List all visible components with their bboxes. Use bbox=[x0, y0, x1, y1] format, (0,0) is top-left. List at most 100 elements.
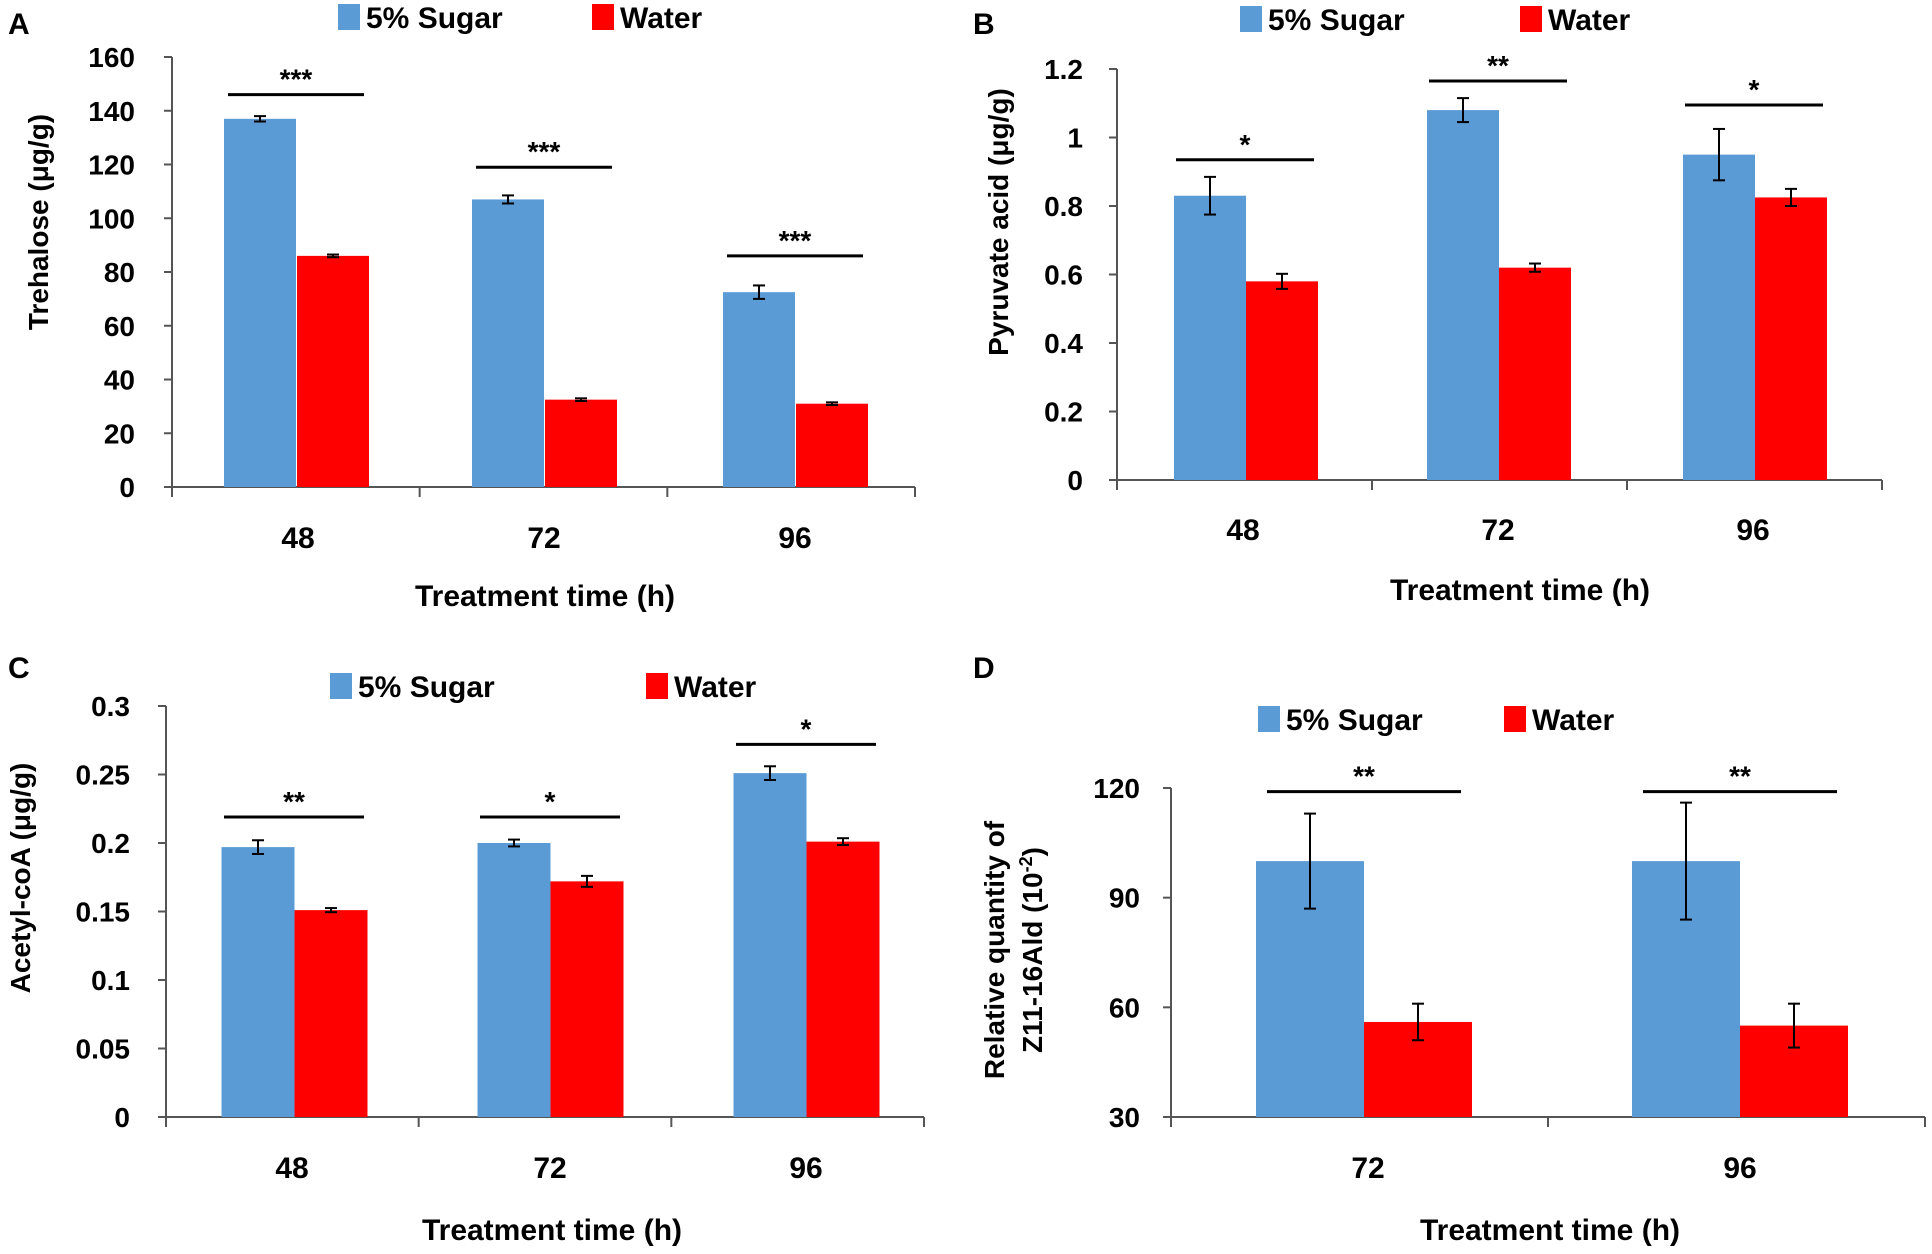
y-tick-label: 0 bbox=[114, 1102, 130, 1133]
legend-label-sugar: 5% Sugar bbox=[366, 2, 503, 35]
x-tick-label: 72 bbox=[1351, 1152, 1384, 1185]
legend-swatch-water bbox=[1504, 706, 1526, 732]
plot-area-b: 00.20.40.60.811.2**** bbox=[1044, 50, 1883, 496]
legend-label-water: Water bbox=[620, 2, 703, 35]
panel-label-c: C bbox=[8, 652, 30, 685]
x-axis-title: Treatment time (h) bbox=[415, 580, 675, 613]
significance-stars: *** bbox=[280, 64, 313, 95]
y-tick-label: 120 bbox=[88, 150, 135, 181]
y-tick-label: 60 bbox=[1109, 992, 1140, 1023]
panel-label-a: A bbox=[8, 8, 30, 41]
legend-swatch-sugar bbox=[1258, 706, 1280, 732]
y-tick-label: 100 bbox=[88, 203, 135, 234]
bar-sugar bbox=[1683, 154, 1755, 480]
y-tick-label: 0.25 bbox=[76, 760, 131, 791]
panel-label-b: B bbox=[973, 8, 995, 41]
y-tick-label: 1.2 bbox=[1044, 54, 1083, 85]
panel-c: C 5% Sugar Water Acetyl-coA (μg/g) Treat… bbox=[5, 652, 925, 1247]
y-tick-label: 0.4 bbox=[1044, 328, 1083, 359]
y-tick-label: 0.2 bbox=[1044, 397, 1083, 428]
legend-label-water: Water bbox=[1532, 704, 1615, 737]
y-tick-label: 0 bbox=[119, 472, 135, 503]
x-tick-label: 72 bbox=[1481, 514, 1514, 547]
panel-a: A 5% Sugar Water Trehalose (μg/g) Treatm… bbox=[8, 2, 916, 613]
y-tick-label: 90 bbox=[1109, 883, 1140, 914]
bar-water bbox=[806, 841, 880, 1117]
plot-area-c: 00.050.10.150.20.250.3** ** bbox=[76, 691, 925, 1133]
y-tick-label: 80 bbox=[104, 257, 135, 288]
y-tick-label: 0.3 bbox=[91, 691, 130, 722]
x-axis-title: Treatment time (h) bbox=[422, 1214, 682, 1247]
panel-label-d: D bbox=[973, 652, 995, 685]
y-tick-label: 0.2 bbox=[91, 828, 130, 859]
y-tick-label: 0 bbox=[1067, 465, 1083, 496]
y-tick-label: 40 bbox=[104, 365, 135, 396]
bar-sugar bbox=[733, 773, 807, 1117]
bar-sugar bbox=[224, 118, 296, 487]
bar-water bbox=[294, 910, 368, 1117]
significance-stars: ** bbox=[283, 786, 305, 817]
y-tick-label: 30 bbox=[1109, 1102, 1140, 1133]
y-axis-title: Acetyl-coA (μg/g) bbox=[5, 763, 36, 994]
x-axis-title: Treatment time (h) bbox=[1420, 1214, 1680, 1247]
significance-stars: *** bbox=[779, 225, 812, 256]
plot-area-d: 30 60 90 120 ** ** bbox=[1093, 761, 1926, 1133]
y-axis-title-line1: Relative quantity of bbox=[979, 820, 1010, 1079]
y-tick-label: 140 bbox=[88, 96, 135, 127]
bar-sugar bbox=[477, 843, 551, 1117]
y-axis-title: Trehalose (μg/g) bbox=[23, 114, 54, 330]
y-tick-label: 0.15 bbox=[76, 897, 131, 928]
panel-d: D 5% Sugar Water Relative quantity of Z1… bbox=[973, 652, 1926, 1247]
legend-swatch-water bbox=[592, 4, 614, 30]
bar-water bbox=[550, 881, 624, 1117]
legend-label-sugar: 5% Sugar bbox=[1268, 4, 1405, 37]
y-axis-title-superscript: -2 bbox=[1016, 856, 1036, 872]
bar-water bbox=[1755, 197, 1827, 480]
plot-area-a: 0 20 40 60 80 100 120 140 160 *** *** *** bbox=[88, 42, 916, 503]
bar-sugar bbox=[1427, 110, 1499, 480]
bar-sugar bbox=[221, 847, 295, 1117]
y-tick-label: 160 bbox=[88, 42, 135, 73]
x-tick-label: 48 bbox=[275, 1152, 308, 1185]
legend-label-water: Water bbox=[1548, 4, 1631, 37]
significance-stars: ** bbox=[1487, 50, 1509, 81]
y-axis-title: Pyruvate acid (μg/g) bbox=[983, 88, 1014, 356]
x-axis-title: Treatment time (h) bbox=[1390, 574, 1650, 607]
significance-stars: * bbox=[1240, 129, 1251, 160]
x-tick-label: 96 bbox=[1723, 1152, 1756, 1185]
significance-stars: *** bbox=[528, 136, 561, 167]
legend-swatch-sugar bbox=[330, 673, 352, 699]
legend-label-sugar: 5% Sugar bbox=[358, 671, 495, 704]
bar-sugar bbox=[1174, 195, 1246, 480]
significance-stars: ** bbox=[1353, 761, 1375, 792]
legend-swatch-sugar bbox=[338, 4, 360, 30]
significance-stars: * bbox=[545, 786, 556, 817]
significance-stars: * bbox=[801, 713, 812, 744]
x-tick-label: 72 bbox=[533, 1152, 566, 1185]
x-tick-label: 96 bbox=[1736, 514, 1769, 547]
legend-swatch-sugar bbox=[1240, 6, 1262, 32]
y-tick-label: 60 bbox=[104, 311, 135, 342]
bar-water bbox=[796, 403, 868, 487]
legend-label-sugar: 5% Sugar bbox=[1286, 704, 1423, 737]
y-tick-label: 120 bbox=[1093, 773, 1140, 804]
y-tick-label: 0.1 bbox=[91, 965, 130, 996]
bar-sugar bbox=[723, 292, 795, 487]
bar-water bbox=[297, 255, 369, 487]
x-tick-label: 96 bbox=[789, 1152, 822, 1185]
y-tick-label: 20 bbox=[104, 418, 135, 449]
y-axis-title-line2-end: ) bbox=[1017, 847, 1048, 856]
significance-stars: ** bbox=[1729, 761, 1751, 792]
bar-water bbox=[1499, 267, 1571, 480]
legend-swatch-water bbox=[1520, 6, 1542, 32]
y-axis-title-line2-text: Z11-16Ald (10 bbox=[1017, 872, 1048, 1053]
y-tick-label: 0.6 bbox=[1044, 260, 1083, 291]
bar-water bbox=[1246, 281, 1318, 480]
x-tick-label: 96 bbox=[778, 522, 811, 555]
x-tick-label: 48 bbox=[281, 522, 314, 555]
y-tick-label: 1 bbox=[1067, 123, 1083, 154]
panel-b: B 5% Sugar Water Pyruvate acid (μg/g) Tr… bbox=[973, 4, 1883, 607]
x-tick-label: 72 bbox=[527, 522, 560, 555]
